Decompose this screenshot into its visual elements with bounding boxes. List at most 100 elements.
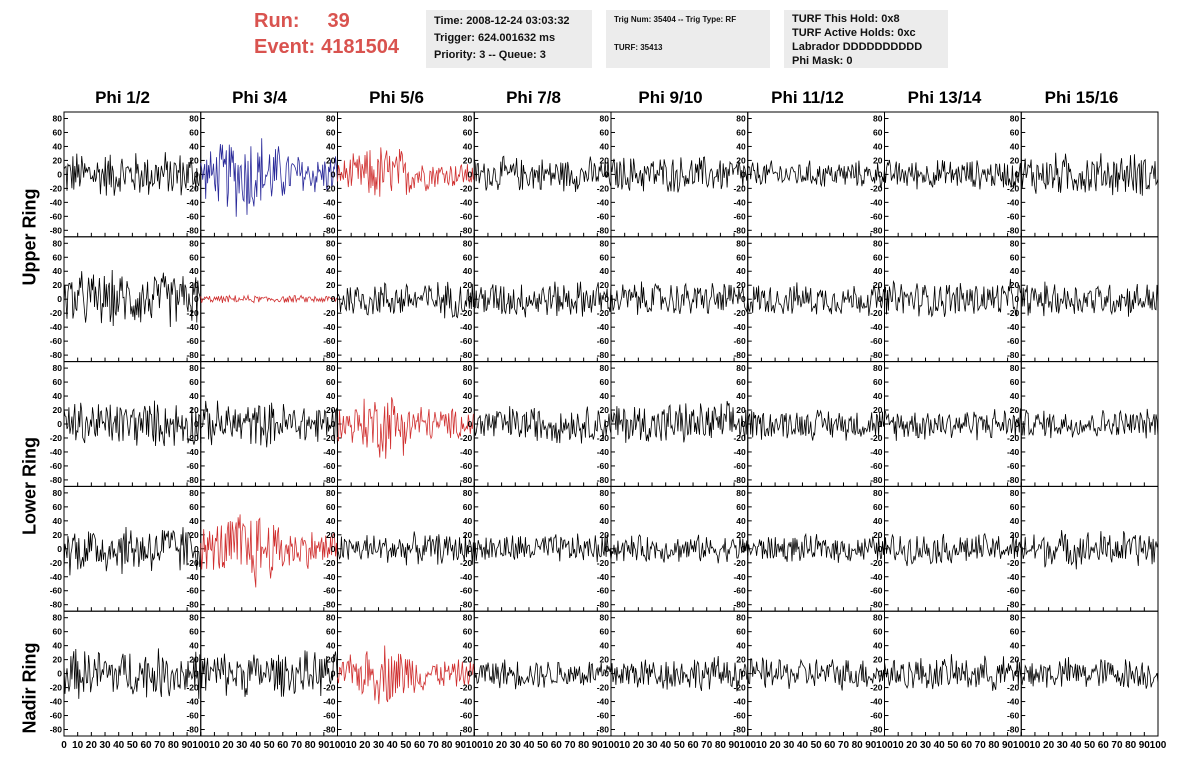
y-tick-label: 20 [600,280,610,290]
y-tick-label: -80 [870,475,883,485]
y-tick-label: 40 [189,641,199,651]
y-tick-label: 20 [873,280,883,290]
y-tick-label: -80 [460,475,473,485]
y-tick-label: -40 [733,697,746,707]
y-tick-label: -80 [50,725,63,735]
turf-hold-text: TURF This Hold: 0x8 [792,13,900,25]
y-tick-label: 0 [741,294,746,304]
y-tick-label: 40 [736,641,746,651]
y-tick-label: 60 [600,502,610,512]
waveform-line [884,159,1022,190]
x-tick-label: 50 [127,740,139,751]
y-tick-label: 40 [463,391,473,401]
y-tick-label: 80 [463,613,473,623]
y-tick-label: 40 [326,391,336,401]
y-tick-label: 80 [873,488,883,498]
y-tick-label: -20 [597,183,610,193]
panel-r4-c2: -80 -60 -40 -20 0 20 40 60 80 [323,610,475,737]
panel-r2-c7: -80 -60 -40 -20 0 20 40 60 80 [1007,361,1159,487]
y-tick-label: 80 [1010,113,1020,123]
y-tick-label: -80 [870,225,883,235]
y-tick-label: -80 [733,725,746,735]
y-tick-label: 20 [53,530,63,540]
y-tick-label: -80 [1007,350,1020,360]
y-tick-label: 60 [736,252,746,262]
y-tick-label: 40 [463,641,473,651]
y-tick-label: -20 [597,683,610,693]
y-tick-label: 20 [736,155,746,165]
y-tick-label: -60 [186,211,199,221]
y-tick-label: 80 [53,488,63,498]
panel-r4-c0: -80 -60 -40 -20 0 20 40 60 80 [50,610,202,737]
y-tick-label: 20 [873,655,883,665]
waveform-line [747,657,885,691]
waveform-line [1020,530,1159,570]
y-tick-label: -40 [597,572,610,582]
waveform-line [884,654,1022,691]
y-tick-label: -20 [870,183,883,193]
column-title-phi-3-4: Phi 3/4 [232,88,287,107]
x-tick-label: 0 [61,740,67,751]
x-tick-label: 30 [1057,740,1069,751]
y-tick-label: 80 [736,113,746,123]
column-title-phi-13-14: Phi 13/14 [907,88,982,107]
y-tick-label: 0 [57,419,62,429]
y-tick-label: -80 [460,350,473,360]
y-tick-label: 40 [873,266,883,276]
y-tick-label: 40 [463,516,473,526]
y-tick-label: -20 [460,558,473,568]
waveform-line [200,293,338,304]
turf-num-text: TURF: 35413 [614,43,663,52]
x-tick-label: 80 [988,740,1000,751]
waveform-line [884,408,1022,441]
y-tick-label: -60 [50,586,63,596]
waveform-line [473,406,612,444]
y-tick-label: 40 [326,641,336,651]
y-tick-label: -40 [597,697,610,707]
y-tick-label: 20 [189,280,199,290]
y-tick-label: 60 [326,377,336,387]
y-tick-label: 0 [57,169,62,179]
y-tick-label: 80 [1010,238,1020,248]
waveform-line [63,400,202,447]
y-tick-label: 0 [1015,544,1020,554]
y-tick-label: -80 [50,225,63,235]
x-tick-label: 100 [603,740,620,751]
y-tick-label: -60 [1007,211,1020,221]
y-tick-label: 40 [1010,391,1020,401]
x-tick-label: 30 [510,740,522,751]
y-tick-label: 60 [873,252,883,262]
y-tick-label: 60 [189,502,199,512]
y-tick-label: 20 [736,280,746,290]
y-tick-label: 60 [463,377,473,387]
y-tick-label: 20 [600,655,610,665]
panel-r2-c2: -80 -60 -40 -20 0 20 40 60 80 [323,361,475,487]
y-tick-label: 80 [600,238,610,248]
y-tick-label: 40 [189,141,199,151]
panel-r0-c2: -80 -60 -40 -20 0 20 40 60 80 [323,111,475,238]
x-tick-label: 100 [876,740,893,751]
y-tick-label: -60 [323,336,336,346]
panel-frame [610,111,749,238]
y-tick-label: -60 [50,336,63,346]
panel-r3-c2: -80 -60 -40 -20 0 20 40 60 80 [323,485,475,612]
y-tick-label: 40 [326,516,336,526]
waveform-line [63,269,202,328]
y-tick-label: 0 [331,669,336,679]
y-tick-label: -60 [1007,336,1020,346]
y-tick-label: 60 [736,127,746,137]
y-tick-label: -40 [50,572,63,582]
x-tick-label: 100 [192,740,209,751]
y-tick-label: 0 [468,544,473,554]
y-tick-label: 0 [741,544,746,554]
x-tick-label: 80 [168,740,180,751]
y-tick-label: 0 [331,169,336,179]
y-tick-label: -80 [1007,475,1020,485]
waveform-line [63,648,202,699]
y-tick-label: 20 [873,530,883,540]
y-tick-label: -40 [50,447,63,457]
panel-frame [200,236,338,363]
y-tick-label: -40 [870,322,883,332]
waveform-line [337,281,475,319]
y-tick-label: 80 [736,613,746,623]
